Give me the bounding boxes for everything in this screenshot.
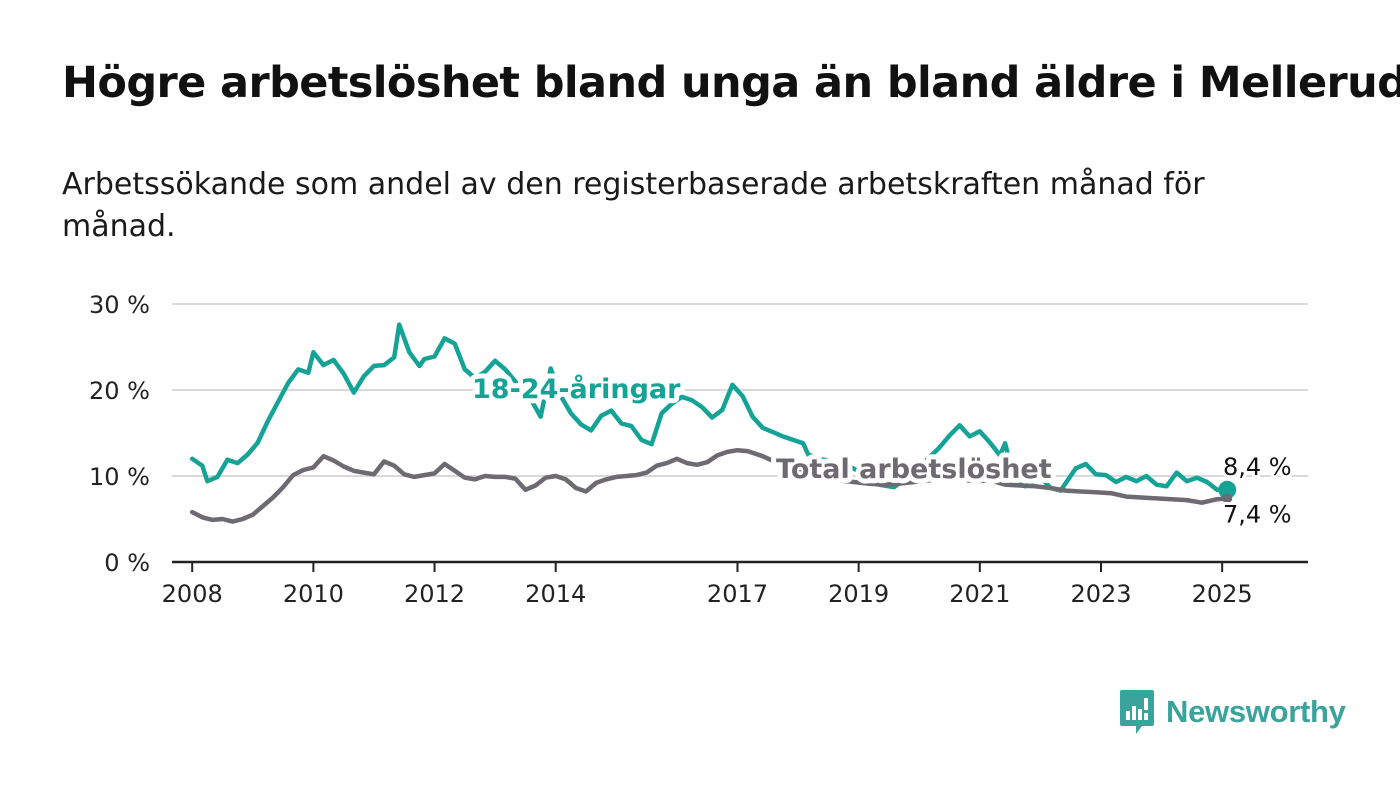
x-axis: 2008 2010 2012 2014 2017 2019 2021 2023 2025 [162, 560, 1308, 608]
x-tick-label: 2025 [1192, 580, 1253, 608]
y-tick-label: 20 % [89, 377, 150, 405]
x-tick-label: 2017 [707, 580, 768, 608]
newsworthy-logo: Newsworthy [1118, 688, 1346, 736]
youth-series-label: 18-24-åringar [472, 373, 681, 405]
chart-subtitle: Arbetssökande som andel av den registerb… [62, 167, 1205, 244]
x-tick-label: 2008 [162, 580, 223, 608]
line-chart: 0 % 10 % 20 % 30 % 2008 2010 2012 2014 2017 2019… [89, 291, 1308, 608]
x-tick-label: 2010 [283, 580, 344, 608]
newsworthy-logo-icon [1120, 690, 1154, 734]
y-axis-tick-labels: 0 % 10 % 20 % 30 % [89, 291, 150, 577]
x-tick-label: 2021 [949, 580, 1010, 608]
y-tick-label: 10 % [89, 463, 150, 491]
x-tick-label: 2019 [828, 580, 889, 608]
y-tick-label: 30 % [89, 291, 150, 319]
total-series-line [189, 447, 1230, 524]
youth-end-value-label: 8,4 % [1223, 453, 1292, 481]
x-tick-label: 2023 [1070, 580, 1131, 608]
brand-name: Newsworthy [1166, 694, 1346, 729]
y-tick-label: 0 % [104, 549, 150, 577]
total-end-value-label: 7,4 % [1223, 500, 1292, 528]
chart-title: Högre arbetslöshet bland unga än bland ä… [62, 58, 1400, 108]
series-lines [189, 322, 1237, 524]
x-tick-label: 2014 [525, 580, 586, 608]
youth-end-marker [1218, 480, 1237, 499]
x-tick-label: 2012 [404, 580, 465, 608]
series-labels: 18-24-åringar Total arbetslöshet 8,4 % 7,4 … [467, 368, 1295, 531]
total-end-marker [1222, 493, 1233, 504]
total-series-label: Total arbetslöshet [776, 454, 1052, 485]
